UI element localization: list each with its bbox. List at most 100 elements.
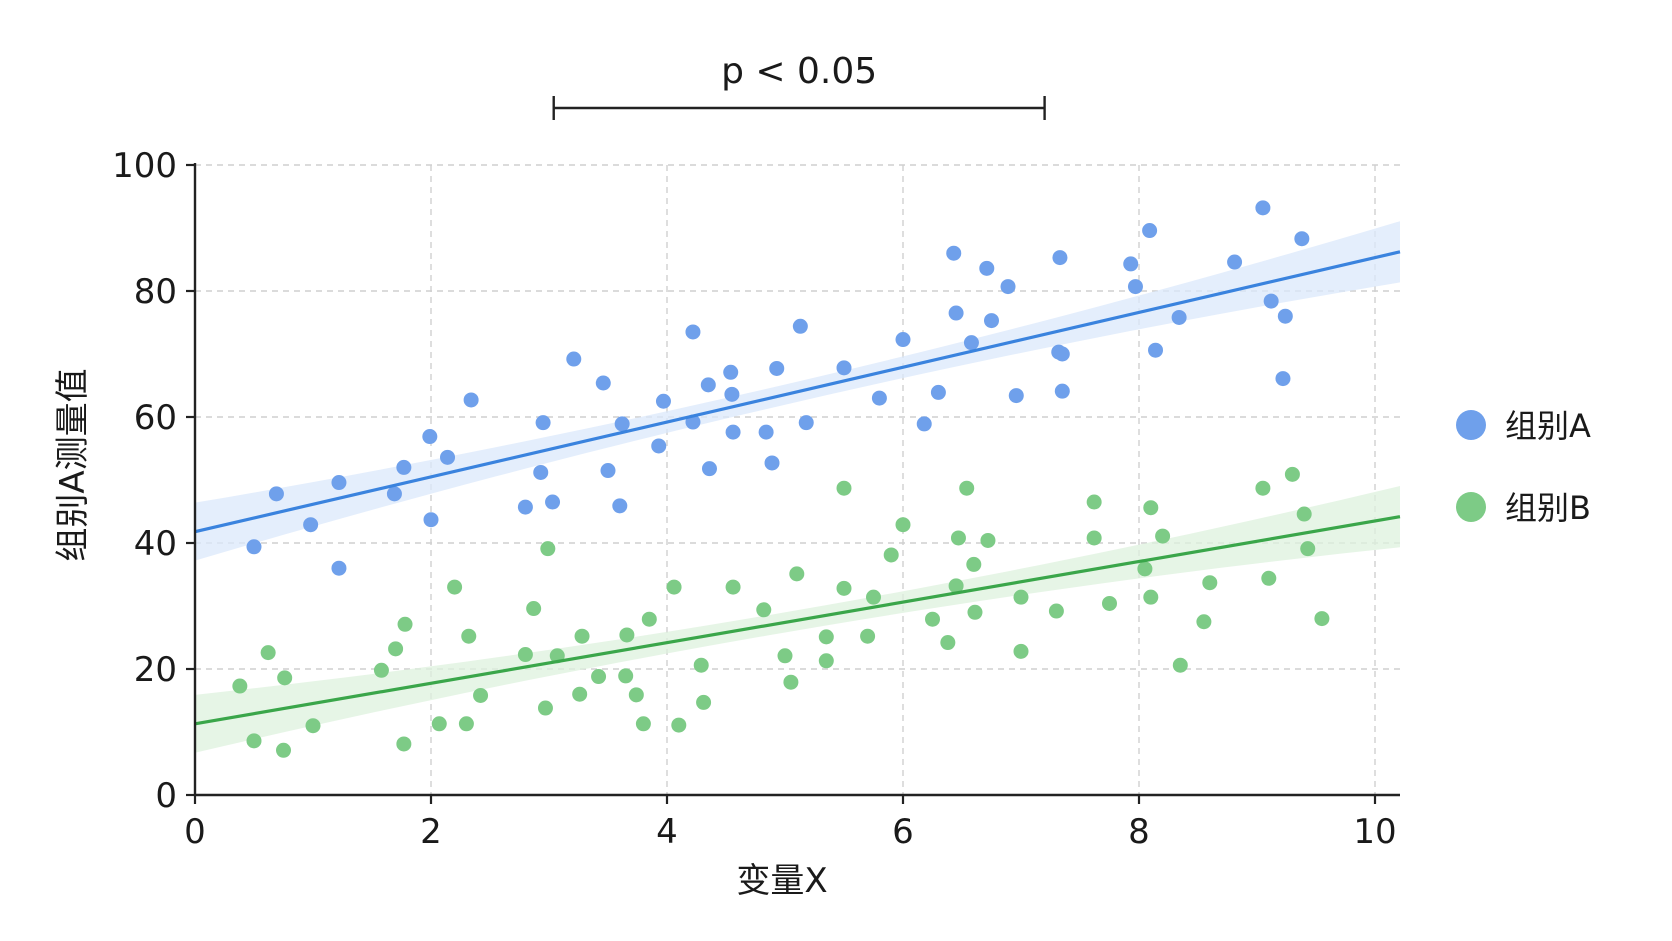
data-point-b [966,556,982,572]
data-point-b [1086,494,1102,510]
data-point-b [246,733,262,749]
data-point-a [517,499,533,515]
data-point-b [458,716,474,732]
data-point-a [612,498,628,514]
data-point-a [331,475,347,491]
data-point-a [758,424,774,440]
data-point-a [798,415,814,431]
data-point-a [1127,279,1143,295]
y-tick-label: 20 [134,650,177,690]
data-point-a [1171,309,1187,325]
data-point-a [724,386,740,402]
data-point-b [696,694,712,710]
x-tick-label: 10 [1353,812,1396,852]
legend: 组别A 组别B [1456,407,1591,527]
data-point-b [537,700,553,716]
data-point-b [473,687,489,703]
data-point-b [948,578,964,594]
data-point-a [655,393,671,409]
x-axis-title: 变量X [736,861,827,901]
data-point-a [725,424,741,440]
data-point-b [635,716,651,732]
x-tick-label: 8 [1128,812,1150,852]
data-point-b [818,653,834,669]
data-point-a [1000,279,1016,295]
data-point-b [671,717,687,733]
data-point-a [545,494,561,510]
data-point-a [1054,383,1070,399]
legend-marker-b [1456,492,1486,522]
data-point-b [276,742,291,758]
data-point-a [1275,371,1291,387]
data-point-b [461,628,477,644]
data-point-b [1102,595,1117,611]
data-point-b [232,678,248,694]
data-point-a [930,384,946,400]
data-point-b [1202,575,1218,591]
data-point-b [789,566,805,582]
data-point-b [1013,643,1029,659]
data-point-a [871,390,887,406]
data-point-a [331,560,347,576]
legend-item-a[interactable]: 组别A [1456,407,1591,445]
data-point-a [792,318,808,334]
data-point-b [818,629,834,645]
legend-item-b[interactable]: 组别B [1456,489,1591,527]
data-point-b [836,580,852,596]
data-point-a [979,260,995,276]
legend-marker-a [1456,410,1486,440]
data-point-b [260,645,276,661]
data-point-b [967,604,983,620]
data-point-b [618,668,634,684]
data-point-b [1196,614,1212,630]
data-point-a [422,429,438,445]
data-point-b [572,686,588,702]
data-point-a [600,463,616,479]
data-point-b [950,530,966,546]
data-point-b [836,480,852,496]
data-point-a [946,245,962,261]
data-point-b [725,579,741,595]
data-point-a [1148,342,1164,358]
data-point-a [1255,200,1271,216]
regression-lines [194,250,1401,726]
legend-label-b: 组别B [1505,489,1591,527]
data-point-a [651,438,667,454]
data-point-b [628,687,644,703]
data-point-b [431,716,447,732]
data-point-b [1261,570,1277,586]
data-point-b [666,579,682,595]
data-point-b [305,718,321,734]
data-point-a [1263,293,1279,309]
data-point-a [246,539,262,555]
data-point-b [1314,611,1330,627]
data-point-a [1123,256,1139,272]
data-point-b [866,589,881,605]
x-tick-label: 6 [892,812,914,852]
y-tick-label: 0 [155,776,177,816]
data-point-a [595,375,611,391]
data-point-b [925,611,940,627]
significance-annotation: p < 0.05 [552,51,1046,120]
data-point-a [1277,308,1293,324]
data-point-b [388,641,404,657]
data-point-a [916,416,932,432]
data-point-b [883,547,899,563]
data-point-a [533,464,549,480]
y-axis-title: 组别A测量值 [53,368,93,561]
data-point-a [764,455,780,471]
legend-label-a: 组别A [1505,407,1591,445]
data-point-b [1284,466,1300,482]
data-point-b [980,532,996,548]
data-point-b [574,628,590,644]
data-point-a [701,461,717,477]
data-point-b [540,541,556,557]
data-point-a [1052,250,1068,266]
data-point-b [1300,541,1316,557]
data-point-b [959,480,975,496]
data-point-a [769,360,785,376]
data-point-a [396,459,412,475]
data-point-a [963,335,979,351]
data-point-b [526,601,542,617]
data-point-a [614,416,630,432]
